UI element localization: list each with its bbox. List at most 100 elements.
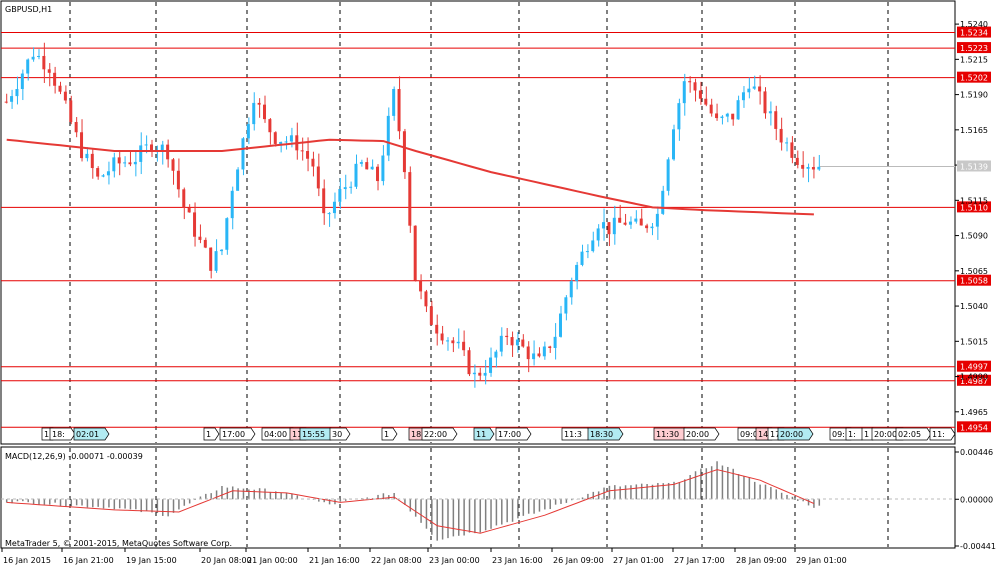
event-marker[interactable] [473, 427, 495, 441]
price-tick-label: 1.5090 [960, 232, 988, 241]
event-marker[interactable] [587, 427, 624, 441]
level-label-bg [957, 374, 991, 386]
event-marker[interactable] [381, 427, 398, 441]
candle-body [397, 89, 401, 132]
candle-body [585, 251, 589, 253]
event-marker[interactable] [329, 427, 351, 441]
event-marker-label: 22:00 [424, 430, 447, 439]
event-marker-label: 30 [332, 430, 342, 439]
macd-tick-label: -0.00441 [960, 542, 996, 551]
event-marker[interactable] [777, 427, 814, 441]
candle-body [790, 142, 794, 158]
event-marker[interactable] [421, 427, 458, 441]
candle-body [580, 251, 584, 265]
event-marker[interactable] [203, 427, 220, 441]
level-label-bg [957, 71, 991, 83]
candle-body [198, 236, 202, 240]
level-label-bg [957, 360, 991, 372]
time-tick-label: 16 Jan 2015 [3, 556, 51, 565]
macd-title: MACD(12,26,9) -0.00071 -0.00039 [5, 452, 143, 461]
candle-body [752, 86, 756, 89]
candle-body [338, 189, 342, 202]
event-markers[interactable]: 1 18: 02:01 1 17:00 04:00 11 15:55 30 1 18: 22:00 11… [41, 427, 956, 441]
candle-body [602, 222, 606, 229]
candle-body [704, 98, 708, 105]
candle-body [623, 222, 627, 225]
candle-body [112, 157, 116, 172]
candle-body [785, 142, 789, 144]
copyright-text: MetaTrader 5, © 2001-2015, MetaQuotes So… [5, 539, 232, 548]
macd-pane[interactable] [0, 446, 956, 549]
candle-body [596, 228, 600, 241]
candle-body [176, 170, 180, 190]
candle-body [279, 141, 283, 144]
candle-body [316, 166, 320, 189]
candle-body [811, 166, 815, 170]
candle-body [510, 337, 514, 346]
candle-body [575, 264, 579, 282]
candle-body [230, 190, 234, 219]
level-label: 1.5058 [960, 277, 988, 286]
event-marker[interactable] [929, 427, 956, 441]
event-marker-label: 09: [832, 430, 845, 439]
level-label: 1.4987 [960, 377, 988, 386]
candle-body [47, 69, 51, 73]
candle-body [526, 346, 530, 360]
price-tick-label: 1.5165 [960, 126, 988, 135]
candle-body [467, 350, 471, 375]
candle-body [419, 280, 423, 292]
horizontal-levels[interactable]: 1.52341.52231.52021.51101.50581.49971.49… [1, 26, 991, 433]
level-label: 1.4997 [960, 363, 988, 372]
candle-body [435, 324, 439, 334]
price-tick-label: 1.5215 [960, 55, 988, 64]
price-pane[interactable] [0, 0, 956, 445]
event-marker[interactable] [895, 427, 932, 441]
event-marker[interactable] [683, 427, 720, 441]
candle-body [645, 225, 649, 229]
candle-body [128, 162, 132, 165]
event-marker[interactable] [495, 427, 532, 441]
event-marker[interactable] [49, 427, 76, 441]
price-tick-label: 1.5240 [960, 20, 988, 29]
candle-body [289, 135, 293, 142]
time-tick-label: 21 Jan 16:00 [309, 556, 360, 565]
candle-body [58, 85, 62, 92]
candle-body [209, 247, 213, 271]
price-tick-label: 1.4965 [960, 408, 988, 417]
candle-body [489, 357, 493, 373]
price-axis: 1.52401.52151.51901.51651.51401.51151.50… [820, 20, 991, 417]
candle-body [187, 207, 191, 213]
candle-body [273, 132, 277, 144]
candle-body [569, 281, 573, 298]
candle-body [715, 113, 719, 119]
candle-body [424, 291, 428, 307]
current-price-label: 1.5139 [960, 162, 988, 171]
candle-body [123, 162, 127, 164]
candle-body [440, 333, 444, 341]
candle-body [182, 189, 186, 208]
candle-body [655, 213, 659, 227]
candle-body [300, 150, 304, 152]
candle-body [472, 372, 476, 375]
candle-body [10, 96, 14, 102]
macd-axis: 0.00446 0.00000 -0.00441 [955, 448, 996, 551]
level-label-bg [957, 26, 991, 38]
candle-body [149, 144, 153, 152]
time-tick-label: 26 Jan 09:00 [553, 556, 604, 565]
candle-body [133, 161, 137, 165]
event-marker-label: 18: [411, 430, 424, 439]
level-label-bg [957, 421, 991, 433]
event-marker[interactable] [219, 427, 256, 441]
moving-average-line [6, 138, 814, 216]
event-marker[interactable] [73, 427, 110, 441]
price-tick-label: 1.5040 [960, 302, 988, 311]
macd-signal-line [6, 469, 815, 534]
time-tick-label: 16 Jan 21:00 [63, 556, 114, 565]
candle-body [677, 103, 681, 130]
candle-body [327, 213, 331, 215]
event-marker-label: 18:30 [590, 430, 613, 439]
candle-body [650, 226, 654, 229]
symbol-title: GBPUSD,H1 [5, 5, 52, 14]
